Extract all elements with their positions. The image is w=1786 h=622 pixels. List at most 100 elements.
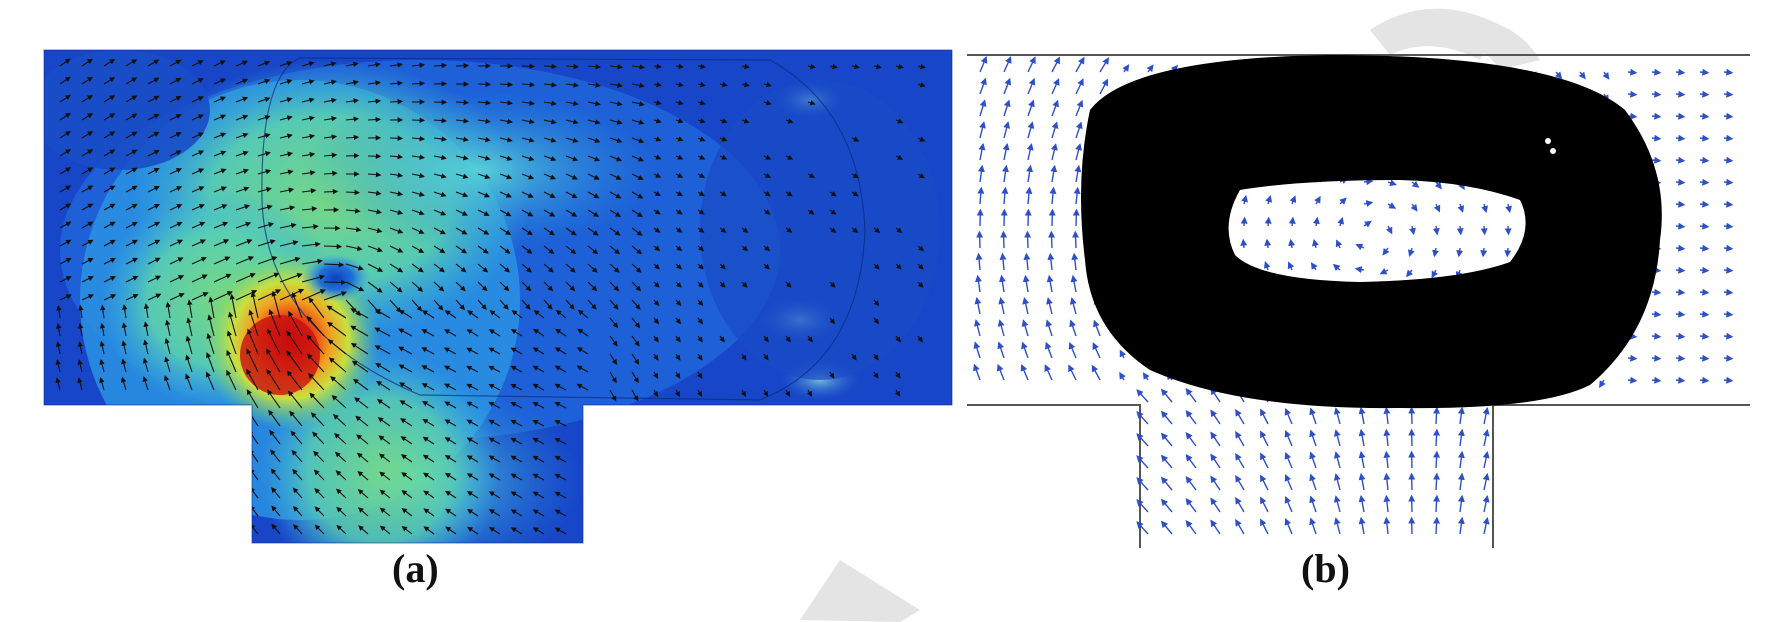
flow-arrow [1137, 390, 1148, 402]
flow-arrow [1000, 321, 1004, 336]
flow-arrow [1052, 166, 1055, 182]
flow-arrow [1186, 499, 1196, 512]
flow-arrow [1286, 497, 1292, 512]
flow-arrow [1676, 204, 1684, 205]
flow-arrow [1186, 411, 1196, 424]
flow-arrow [1334, 265, 1340, 270]
flow-arrow [1024, 298, 1028, 314]
flow-arrow [1700, 94, 1708, 95]
flow-arrow [974, 365, 980, 380]
flow-arrow [980, 188, 981, 204]
flow-arrow [1336, 497, 1340, 512]
flow-arrow [1724, 358, 1732, 359]
flow-arrow [1236, 476, 1244, 490]
flow-arrow [1652, 116, 1660, 117]
flow-arrow [1286, 409, 1292, 424]
flow-arrow [1724, 138, 1732, 139]
flow-arrow [1261, 454, 1268, 468]
flow-arrow [1137, 434, 1148, 446]
flow-arrow [1004, 79, 1010, 94]
flow-arrow [1052, 101, 1058, 116]
flow-arrow [1211, 411, 1220, 424]
flow-arrow [980, 122, 984, 138]
flow-arrow [1460, 204, 1463, 212]
flow-arrow [346, 192, 359, 193]
flow-arrow [1388, 226, 1392, 233]
flow-arrow [1460, 452, 1462, 468]
flow-arrow [1004, 57, 1011, 72]
flow-arrow [1311, 431, 1316, 446]
flow-arrow [1676, 116, 1684, 117]
flow-arrow [1286, 475, 1292, 490]
flow-arrow [1073, 276, 1076, 292]
flow-arrow [1094, 321, 1100, 336]
flow-arrow [324, 191, 337, 192]
flow-arrow [1484, 408, 1487, 424]
flow-arrow [1724, 292, 1732, 293]
flow-arrow [1075, 232, 1076, 248]
flow-arrow [1484, 204, 1486, 212]
flow-arrow [1028, 79, 1034, 94]
flow-arrow [979, 232, 980, 248]
flow-arrow [980, 101, 985, 116]
flow-arrow [1211, 521, 1220, 534]
flow-arrow [1291, 240, 1292, 248]
flow-arrow [1484, 474, 1487, 490]
flow-arrow [1676, 138, 1684, 139]
flow-arrow [1436, 518, 1437, 534]
flow-arrow [1002, 254, 1004, 270]
flow-arrow [1700, 292, 1708, 293]
flow-arrow [1436, 408, 1437, 424]
flow-arrow [1004, 166, 1006, 182]
flow-arrow [1311, 453, 1316, 468]
flow-arrow [1267, 240, 1268, 248]
flow-arrow [1412, 182, 1418, 187]
flow-arrow [1676, 292, 1684, 293]
flow-arrow [1460, 226, 1461, 234]
flow-arrow [1700, 160, 1708, 161]
flow-arrow [1388, 182, 1396, 185]
flow-arrow [1383, 248, 1388, 254]
flow-arrow [1186, 433, 1196, 446]
flow-arrow [1312, 263, 1316, 270]
flow-arrow [1386, 518, 1388, 534]
flow-arrow [1700, 380, 1708, 381]
flow-arrow [1628, 358, 1636, 359]
flow-arrow [998, 365, 1004, 380]
flow-arrow [1100, 80, 1107, 94]
flow-arrow [1700, 248, 1708, 249]
flow-arrow [1436, 474, 1437, 490]
flow-arrow [1211, 433, 1220, 446]
flow-arrow [1700, 358, 1708, 359]
flow-arrow [1628, 94, 1636, 95]
flow-arrow [1381, 270, 1388, 274]
flow-arrow [1137, 456, 1148, 468]
flow-arrow [1074, 254, 1076, 270]
flow-arrow [1092, 366, 1100, 380]
flow-arrow [1148, 66, 1153, 72]
flow-arrow [1311, 497, 1316, 512]
flow-arrow [1286, 431, 1292, 446]
flow-arrow [1023, 343, 1028, 358]
flow-arrow [1436, 452, 1437, 468]
flow-arrow [1052, 123, 1057, 138]
flow-arrow [1211, 455, 1220, 468]
flow-arrow [1049, 276, 1052, 292]
flow-arrow [1724, 270, 1732, 271]
flow-arrow [1046, 343, 1052, 358]
flow-arrow [1211, 477, 1220, 490]
flow-arrow [1076, 166, 1079, 182]
flow-arrow [1436, 430, 1437, 446]
flow-arrow [1186, 455, 1196, 468]
flow-arrow [1186, 521, 1196, 534]
flow-arrow [1162, 412, 1172, 424]
flow-arrow [1244, 196, 1246, 204]
flow-arrow [1261, 410, 1268, 424]
flow-arrow [1700, 336, 1708, 337]
flow-arrow [1337, 241, 1340, 248]
flow-arrow [1460, 518, 1462, 534]
flow-arrow [1162, 522, 1172, 534]
flow-arrow [1003, 232, 1004, 248]
flow-arrow [1652, 314, 1660, 315]
